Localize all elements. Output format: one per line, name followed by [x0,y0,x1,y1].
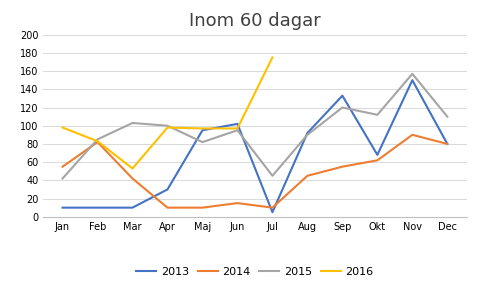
2014 [304,174,310,177]
2016 [269,56,275,59]
Line: 2014: 2014 [62,135,446,208]
2013 [269,210,275,214]
2016 [164,126,170,129]
2015 [269,174,275,177]
2015 [374,113,380,116]
2014 [199,206,205,209]
2016 [234,127,240,130]
Title: Inom 60 dagar: Inom 60 dagar [189,12,320,30]
2014 [60,165,65,168]
2013 [129,206,135,209]
2014 [374,159,380,162]
Line: 2015: 2015 [62,74,446,179]
2013 [164,188,170,191]
2013 [444,142,449,146]
2015 [199,140,205,144]
2013 [408,78,414,82]
2015 [129,121,135,125]
Line: 2016: 2016 [62,58,272,168]
2014 [269,206,275,209]
2013 [339,94,345,97]
2015 [164,124,170,127]
2016 [129,167,135,170]
2014 [129,177,135,180]
2015 [304,133,310,137]
2014 [164,206,170,209]
2015 [234,129,240,132]
2013 [199,129,205,132]
2016 [60,126,65,129]
2015 [95,138,100,141]
2016 [95,140,100,143]
2013 [234,122,240,126]
Line: 2013: 2013 [62,80,446,212]
2014 [408,133,414,137]
2013 [374,153,380,157]
2014 [444,142,449,146]
2016 [199,127,205,130]
2015 [444,115,449,118]
2014 [234,201,240,205]
Legend: 2013, 2014, 2015, 2016: 2013, 2014, 2015, 2016 [132,262,377,281]
2013 [95,206,100,209]
2015 [408,72,414,75]
2014 [339,165,345,168]
2015 [60,177,65,180]
2013 [304,131,310,135]
2015 [339,106,345,109]
2014 [95,140,100,144]
2013 [60,206,65,209]
